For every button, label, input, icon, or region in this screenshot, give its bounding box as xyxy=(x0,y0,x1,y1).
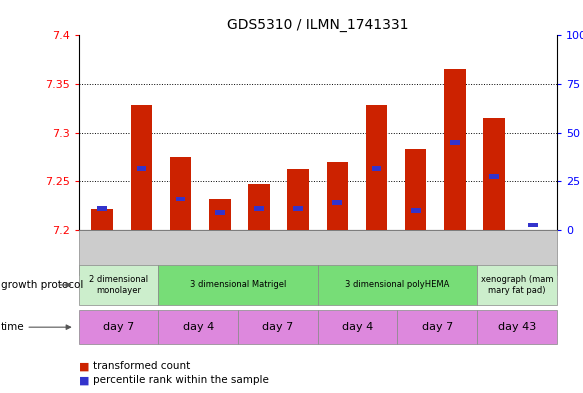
Bar xyxy=(489,174,499,178)
Text: day 43: day 43 xyxy=(498,322,536,332)
Bar xyxy=(92,209,113,230)
Text: day 4: day 4 xyxy=(182,322,214,332)
Bar xyxy=(215,210,224,215)
Text: day 4: day 4 xyxy=(342,322,373,332)
Bar xyxy=(97,206,107,211)
Bar xyxy=(326,162,348,230)
Bar xyxy=(136,167,146,171)
Title: GDS5310 / ILMN_1741331: GDS5310 / ILMN_1741331 xyxy=(227,18,409,31)
Bar xyxy=(293,206,303,211)
Text: 3 dimensional Matrigel: 3 dimensional Matrigel xyxy=(190,281,286,289)
Bar xyxy=(528,223,538,227)
Text: transformed count: transformed count xyxy=(93,361,191,371)
Bar xyxy=(405,149,427,230)
Text: ■: ■ xyxy=(79,361,89,371)
Text: 2 dimensional
monolayer: 2 dimensional monolayer xyxy=(89,275,148,295)
Bar xyxy=(254,206,264,211)
Text: percentile rank within the sample: percentile rank within the sample xyxy=(93,375,269,386)
Text: ■: ■ xyxy=(79,375,89,386)
Bar xyxy=(170,157,191,230)
Bar xyxy=(366,105,387,230)
Bar xyxy=(209,199,230,230)
Bar xyxy=(411,208,420,213)
Bar xyxy=(450,140,460,145)
Text: day 7: day 7 xyxy=(103,322,134,332)
Text: xenograph (mam
mary fat pad): xenograph (mam mary fat pad) xyxy=(480,275,553,295)
Bar xyxy=(332,200,342,205)
Text: day 7: day 7 xyxy=(262,322,293,332)
Bar xyxy=(175,196,185,201)
Text: growth protocol: growth protocol xyxy=(1,280,83,290)
Bar xyxy=(372,167,381,171)
Text: time: time xyxy=(1,322,25,332)
Bar xyxy=(131,105,152,230)
Bar xyxy=(287,169,309,230)
Text: day 7: day 7 xyxy=(422,322,453,332)
Bar xyxy=(248,184,270,230)
Bar xyxy=(483,118,505,230)
Text: 3 dimensional polyHEMA: 3 dimensional polyHEMA xyxy=(345,281,449,289)
Bar xyxy=(444,70,466,230)
